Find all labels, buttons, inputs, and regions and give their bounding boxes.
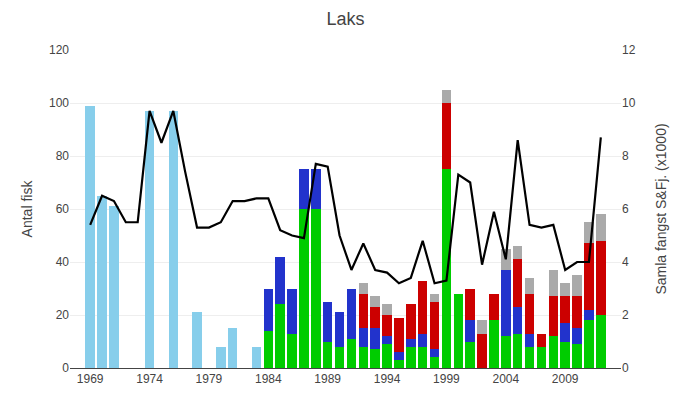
svg-text:1974: 1974 <box>136 372 163 386</box>
svg-text:Samla fangst S&Fj. (x1000): Samla fangst S&Fj. (x1000) <box>653 123 669 294</box>
svg-text:80: 80 <box>56 149 70 163</box>
svg-text:60: 60 <box>56 202 70 216</box>
svg-text:1984: 1984 <box>255 372 282 386</box>
svg-text:2009: 2009 <box>552 372 579 386</box>
svg-text:40: 40 <box>56 255 70 269</box>
svg-text:10: 10 <box>622 96 636 110</box>
svg-text:Laks: Laks <box>326 9 364 29</box>
svg-text:4: 4 <box>622 255 629 269</box>
svg-text:0: 0 <box>62 361 69 375</box>
svg-text:Antal fisk: Antal fisk <box>19 180 35 238</box>
svg-text:1999: 1999 <box>433 372 460 386</box>
svg-text:2004: 2004 <box>492 372 519 386</box>
svg-text:1969: 1969 <box>77 372 104 386</box>
svg-text:20: 20 <box>56 308 70 322</box>
svg-text:12: 12 <box>622 43 636 57</box>
svg-text:1979: 1979 <box>196 372 223 386</box>
svg-text:1994: 1994 <box>374 372 401 386</box>
svg-text:2: 2 <box>622 308 629 322</box>
svg-text:0: 0 <box>622 361 629 375</box>
svg-text:100: 100 <box>49 96 69 110</box>
svg-text:8: 8 <box>622 149 629 163</box>
svg-text:120: 120 <box>49 43 69 57</box>
svg-text:1989: 1989 <box>314 372 341 386</box>
svg-text:6: 6 <box>622 202 629 216</box>
